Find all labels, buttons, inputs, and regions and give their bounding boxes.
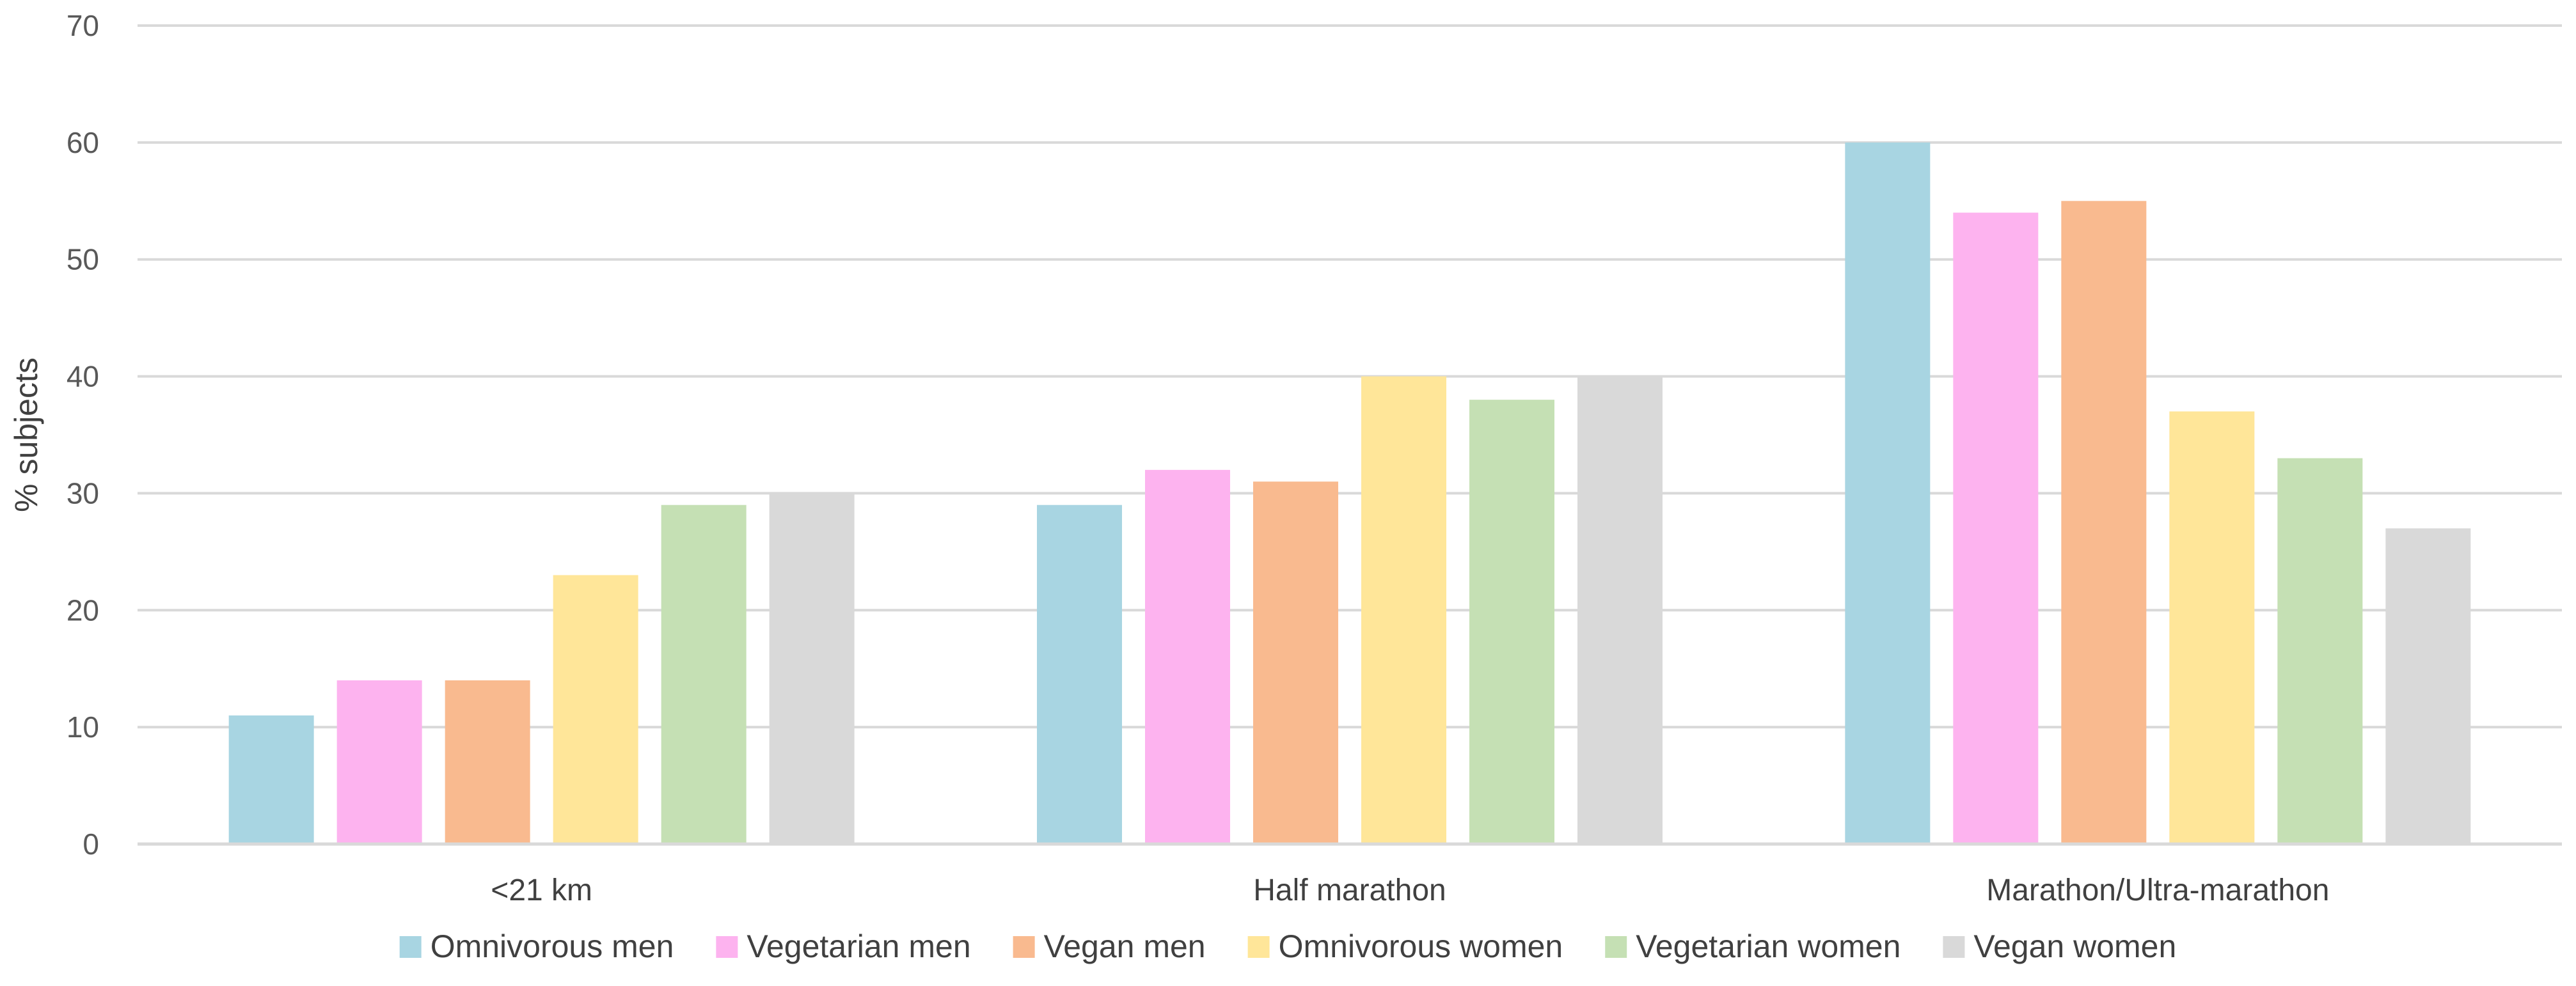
legend-swatch [1943, 936, 1965, 958]
bars [228, 142, 2471, 845]
bar-omnivorous-women [1361, 376, 1446, 844]
bar-vegetarian-men [1145, 469, 1230, 844]
y-tick-label: 0 [83, 827, 99, 861]
legend-label: Vegetarian men [747, 928, 970, 964]
bar-vegetarian-men [1953, 212, 2039, 845]
y-tick-label: 40 [67, 360, 99, 393]
y-tick-label: 50 [67, 243, 99, 276]
bar-vegetarian-women [1469, 400, 1554, 844]
bar-omnivorous-women [553, 575, 638, 844]
x-category-label: Half marathon [1253, 873, 1446, 907]
bar-omnivorous-women [2169, 411, 2255, 844]
legend-label: Omnivorous men [431, 928, 674, 964]
legend-item: Omnivorous women [1247, 928, 1563, 964]
legend: Omnivorous men Vegetarian men Vegan men Omn… [399, 928, 2176, 964]
gridlines [138, 24, 2562, 729]
legend-swatch [1605, 936, 1627, 958]
legend-swatch [1247, 936, 1270, 958]
x-category-label: Marathon/Ultra-marathon [1986, 873, 2329, 907]
y-tick-label: 70 [67, 9, 99, 42]
legend-swatch [1013, 936, 1035, 958]
legend-swatch [399, 936, 422, 958]
bar-vegetarian-women [2277, 458, 2363, 844]
x-axis-categories: <21 km Half marathon Marathon/Ultra-marath… [491, 873, 2329, 907]
legend-label: Vegetarian women [1636, 928, 1900, 964]
bar-vegan-men [1253, 481, 1338, 844]
legend-label: Vegan men [1044, 928, 1206, 964]
bar-vegan-women [1577, 376, 1663, 844]
legend-item: Vegan men [1013, 928, 1206, 964]
bar-vegan-men [445, 680, 530, 844]
x-category-label: <21 km [491, 873, 592, 907]
y-tick-label: 30 [67, 476, 99, 510]
bar-vegetarian-women [661, 505, 747, 844]
legend-swatch [716, 936, 738, 958]
bar-omnivorous-men [228, 715, 314, 844]
bar-omnivorous-men [1037, 505, 1122, 844]
y-axis-title: % subjects [8, 357, 44, 512]
bar-omnivorous-men [1845, 142, 1931, 844]
legend-item: Omnivorous men [399, 928, 674, 964]
legend-item: Vegetarian men [716, 928, 971, 964]
bar-vegetarian-men [336, 680, 422, 844]
bar-vegan-women [2385, 528, 2471, 844]
bar-vegan-men [2061, 201, 2147, 844]
y-tick-label: 10 [67, 710, 99, 744]
bar-vegan-women [769, 493, 855, 844]
legend-item: Vegan women [1943, 928, 2176, 964]
y-axis-ticks: 0 10 20 30 40 50 60 70 [67, 9, 99, 861]
legend-label: Omnivorous women [1279, 928, 1563, 964]
y-tick-label: 60 [67, 126, 99, 159]
legend-label: Vegan women [1973, 928, 2176, 964]
legend-item: Vegetarian women [1605, 928, 1900, 964]
y-tick-label: 20 [67, 593, 99, 627]
